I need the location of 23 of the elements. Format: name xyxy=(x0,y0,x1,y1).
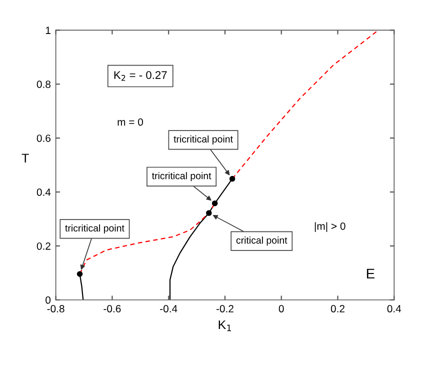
y-tick-label: 0.4 xyxy=(36,188,51,196)
annotation: critical point xyxy=(236,236,288,246)
x-axis-title: K$_{1}$ xyxy=(218,320,232,332)
x-tick-label: -0.6 xyxy=(104,305,121,312)
annotation: tricritical point xyxy=(65,224,124,234)
x-tick-label: -0.8 xyxy=(47,305,64,312)
annotation: tricritical point xyxy=(174,135,233,144)
x-tick-label: -0.4 xyxy=(160,305,178,312)
annotation: K$_{2}$ = - 0.27 xyxy=(114,71,167,81)
x-tick-label: -0.2 xyxy=(216,305,234,312)
y-tick-label: 0.2 xyxy=(36,242,50,250)
annotation: |m| > 0 xyxy=(314,222,346,232)
annotation: E xyxy=(366,268,374,278)
y-tick-label: 0 xyxy=(46,296,51,304)
y-axis-title: T xyxy=(22,154,29,162)
annotation: tricritical point xyxy=(152,172,212,182)
x-tick-label: 0.4 xyxy=(387,305,402,312)
y-tick-label: 0.6 xyxy=(36,134,50,142)
x-tick-label: 0.2 xyxy=(330,305,344,312)
annotation: m = 0 xyxy=(118,118,144,126)
y-tick-label: 0.8 xyxy=(36,80,50,88)
x-tick-label: 0 xyxy=(278,305,284,312)
y-tick-label: 1 xyxy=(46,26,50,34)
